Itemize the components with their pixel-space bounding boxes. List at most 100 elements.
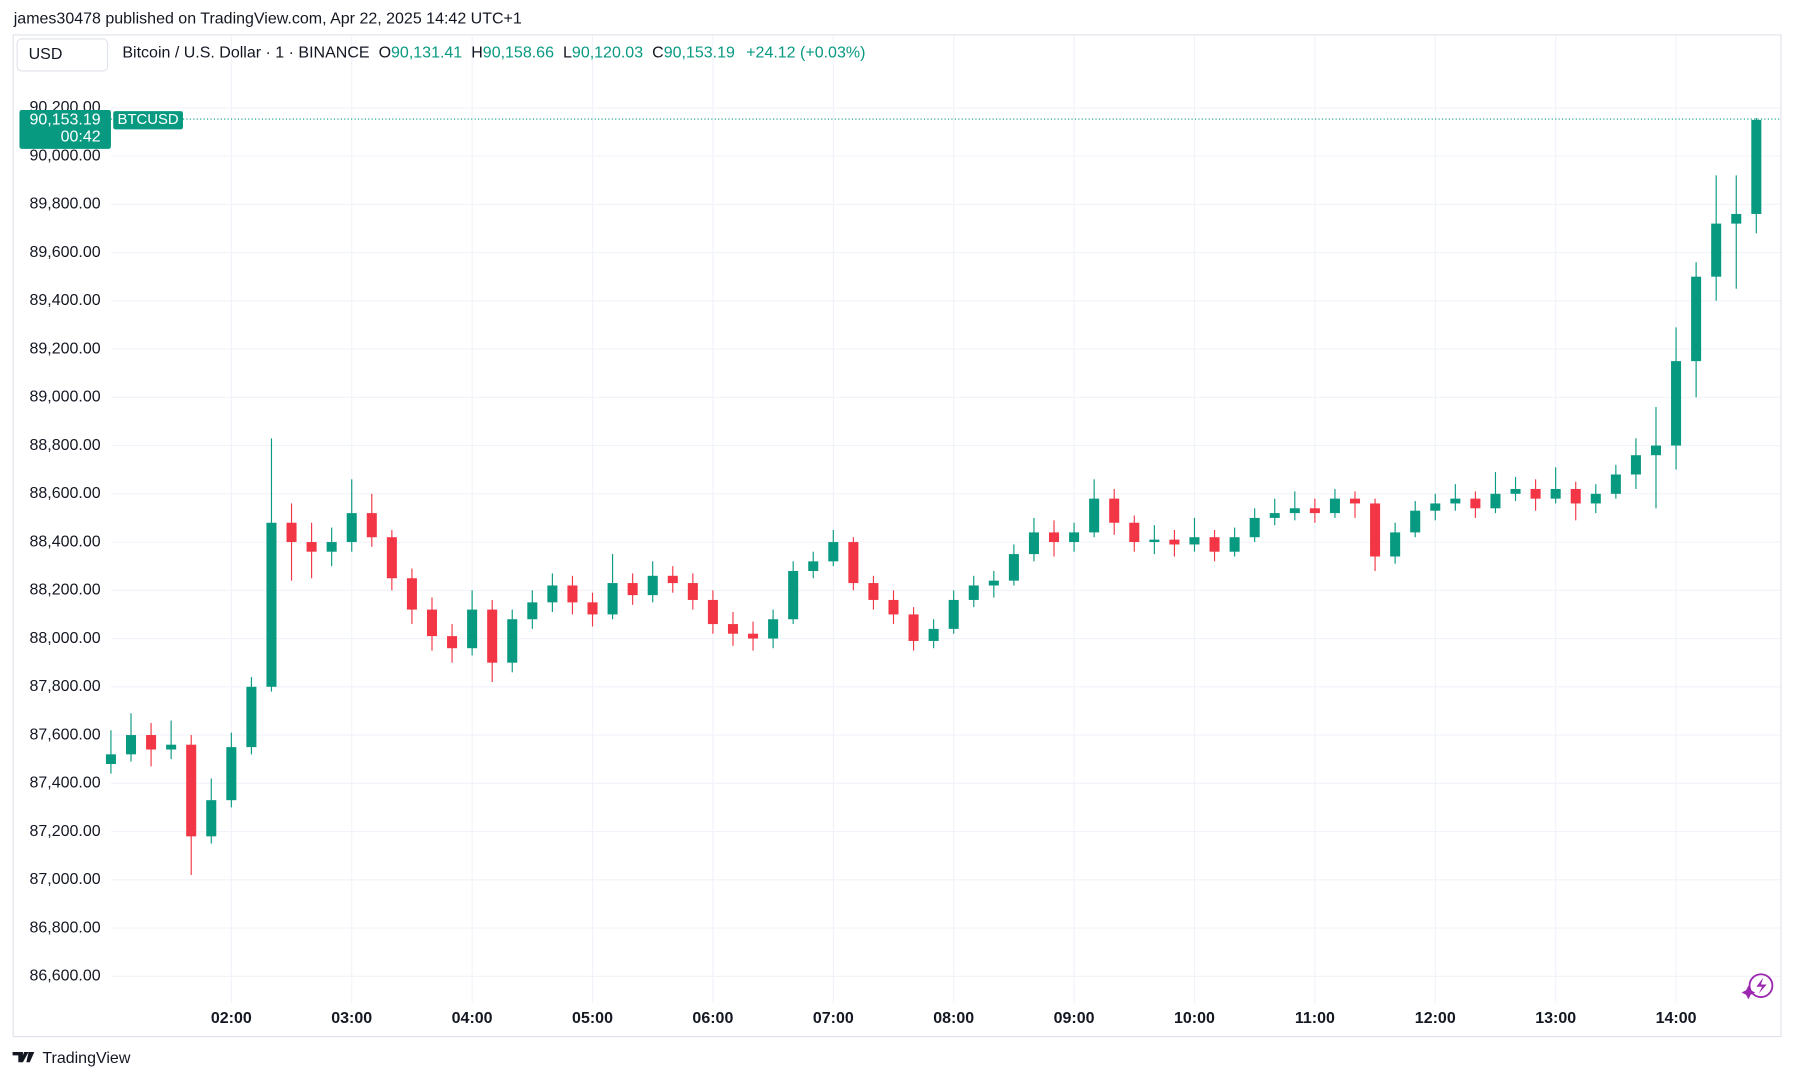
- y-tick-label: 87,400.00: [29, 775, 100, 792]
- candle-body: [1269, 513, 1280, 518]
- publisher-header: james30478 published on TradingView.com,…: [13, 11, 522, 28]
- candle-body: [1470, 498, 1481, 509]
- candle-body: [1008, 554, 1019, 581]
- currency-button[interactable]: [16, 38, 109, 72]
- candle-body: [1189, 537, 1200, 545]
- y-tick-label: 87,800.00: [29, 678, 100, 695]
- candle-body: [1129, 522, 1140, 543]
- y-tick-label: 88,200.00: [29, 582, 100, 599]
- plot-area: 02:00 03:00 04:00 05:00 06:00 07:00 08:00 09:00…: [29, 35, 1781, 1027]
- candle-body: [1329, 498, 1340, 514]
- x-tick-label: 02:00: [211, 1010, 252, 1027]
- ticker-box: [113, 111, 183, 130]
- candle-body: [768, 619, 779, 639]
- candle-body: [507, 619, 518, 663]
- candle-body: [1510, 488, 1521, 494]
- candle-body: [667, 575, 678, 584]
- y-tick-label: 89,600.00: [29, 244, 100, 261]
- legend-value: 90,153.19: [664, 45, 735, 62]
- candle-body: [206, 800, 217, 837]
- y-tick-label: 88,600.00: [29, 485, 100, 502]
- candle-body: [687, 583, 698, 600]
- candle-body: [1109, 498, 1120, 523]
- x-tick-label: 05:00: [572, 1010, 613, 1027]
- candle-body: [1691, 276, 1702, 362]
- candle-body: [1089, 498, 1100, 533]
- x-tick-label: 06:00: [692, 1010, 733, 1027]
- x-tick-label: 11:00: [1295, 1010, 1335, 1027]
- y-tick-label: 88,400.00: [29, 533, 100, 550]
- y-tick-label: 89,200.00: [29, 340, 100, 357]
- icon-sparkle[interactable]: [1741, 985, 1756, 1000]
- assistant-icon[interactable]: [1741, 973, 1774, 1000]
- y-tick-label: 87,600.00: [29, 726, 100, 743]
- symbol-legend: Bitcoin / U.S. Dollar · 1 · BINANCE O90,…: [122, 45, 865, 62]
- candle-body: [928, 628, 939, 641]
- candle-body: [105, 754, 116, 764]
- candle-body: [607, 583, 618, 615]
- x-tick-label: 09:00: [1054, 1010, 1095, 1027]
- candle-body: [1149, 539, 1160, 543]
- currency-label[interactable]: USD: [29, 46, 63, 63]
- candle-body: [948, 599, 959, 629]
- candle-body: [1390, 532, 1401, 557]
- icon-ring[interactable]: [1748, 973, 1774, 999]
- candle-body: [1450, 498, 1461, 504]
- candle-body: [186, 744, 197, 837]
- candle-body: [226, 747, 237, 801]
- candle-body: [1229, 537, 1240, 552]
- candle-body: [1711, 223, 1722, 277]
- x-tick-label: 13:00: [1535, 1010, 1576, 1027]
- candle-body: [848, 542, 859, 584]
- last-price-label: 90,153.19: [29, 111, 100, 128]
- candle-body: [808, 561, 819, 571]
- candle-body: [1028, 532, 1039, 555]
- candle-body: [166, 744, 177, 750]
- chart-frame: [12, 34, 1782, 1038]
- candle-body: [1751, 119, 1762, 214]
- legend-key: C: [652, 45, 664, 62]
- candle-body: [587, 602, 598, 615]
- candle-body: [727, 624, 738, 634]
- brand-name: TradingView: [42, 1050, 130, 1067]
- candle-body: [146, 735, 157, 750]
- brand-logo: [12, 1051, 35, 1063]
- candle-body: [1069, 532, 1080, 543]
- candle-body: [1410, 510, 1421, 533]
- countdown-label: 00:42: [61, 129, 101, 146]
- legend-change: +24.12 (+0.03%): [746, 45, 865, 62]
- y-tick-label: 90,000.00: [29, 147, 100, 164]
- candle-body: [868, 583, 879, 600]
- candle-body: [888, 599, 899, 615]
- candle-body: [788, 570, 799, 620]
- y-tick-label: 87,000.00: [29, 871, 100, 888]
- candle-body: [487, 609, 498, 663]
- y-tick-label: 89,400.00: [29, 292, 100, 309]
- ticker-label: BTCUSD: [118, 112, 179, 128]
- candle-body: [1249, 517, 1260, 538]
- candle-body: [1309, 508, 1320, 514]
- y-tick-label: 86,600.00: [29, 967, 100, 984]
- candle-body: [266, 522, 277, 687]
- candle-body: [467, 609, 478, 649]
- x-tick-label: 07:00: [813, 1010, 854, 1027]
- candle-body: [1630, 455, 1641, 475]
- y-tick-label: 88,800.00: [29, 437, 100, 454]
- candle-body: [647, 575, 658, 596]
- candle-body: [306, 542, 317, 552]
- candle-body: [406, 578, 417, 610]
- candle-body: [828, 542, 839, 562]
- candle-body: [1610, 474, 1621, 494]
- legend-value: 90,120.03: [572, 45, 643, 62]
- candle-body: [1349, 498, 1361, 504]
- icon-bolt[interactable]: [1756, 977, 1767, 994]
- y-tick-label: 89,800.00: [29, 196, 100, 213]
- x-tick-label: 10:00: [1174, 1010, 1215, 1027]
- candle-body: [567, 585, 578, 603]
- candle-body: [968, 585, 979, 600]
- candle-body: [1370, 503, 1381, 557]
- candle-body: [627, 583, 638, 596]
